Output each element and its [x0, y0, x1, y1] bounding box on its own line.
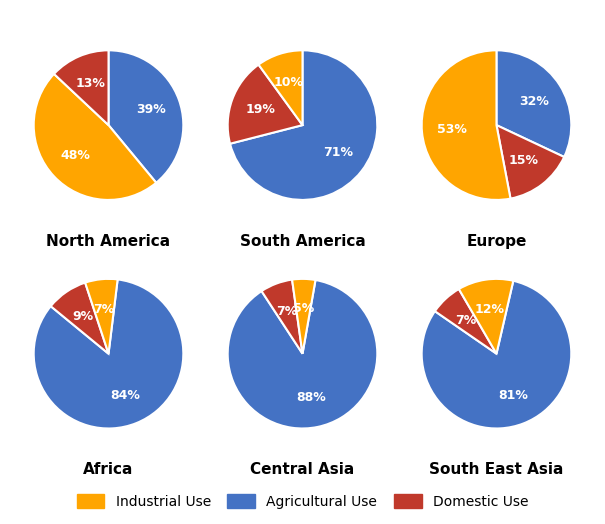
Wedge shape [497, 50, 571, 157]
Text: 12%: 12% [475, 303, 505, 316]
Wedge shape [422, 281, 571, 429]
Text: 71%: 71% [323, 146, 353, 159]
Text: 32%: 32% [520, 94, 549, 107]
Wedge shape [108, 50, 183, 183]
Wedge shape [258, 50, 302, 125]
Wedge shape [459, 279, 513, 354]
Text: 53%: 53% [437, 123, 466, 136]
Wedge shape [497, 125, 564, 199]
Text: 7%: 7% [456, 314, 477, 328]
Text: North America: North America [47, 234, 171, 248]
Wedge shape [85, 279, 117, 354]
Wedge shape [51, 282, 108, 354]
Text: 84%: 84% [110, 389, 140, 402]
Text: 48%: 48% [61, 149, 91, 162]
Text: 7%: 7% [94, 302, 115, 315]
Wedge shape [34, 279, 183, 429]
Text: Central Asia: Central Asia [250, 462, 355, 477]
Text: 5%: 5% [293, 302, 314, 315]
Wedge shape [227, 280, 378, 429]
Text: 9%: 9% [73, 310, 94, 323]
Text: 10%: 10% [273, 76, 304, 89]
Wedge shape [292, 279, 315, 354]
Text: South East Asia: South East Asia [430, 462, 564, 477]
Text: 7%: 7% [276, 305, 297, 318]
Wedge shape [230, 50, 378, 200]
Legend: Industrial Use, Agricultural Use, Domestic Use: Industrial Use, Agricultural Use, Domest… [71, 488, 534, 515]
Wedge shape [261, 280, 302, 354]
Wedge shape [227, 64, 302, 144]
Text: 13%: 13% [76, 78, 106, 91]
Text: 81%: 81% [498, 389, 528, 402]
Text: South America: South America [240, 234, 365, 248]
Text: 19%: 19% [245, 103, 275, 116]
Text: 88%: 88% [296, 391, 327, 404]
Text: Europe: Europe [466, 234, 527, 248]
Wedge shape [54, 50, 108, 125]
Text: Africa: Africa [83, 462, 134, 477]
Text: 15%: 15% [509, 154, 539, 167]
Wedge shape [34, 74, 156, 200]
Wedge shape [422, 50, 511, 200]
Text: 39%: 39% [136, 103, 166, 116]
Wedge shape [435, 289, 497, 354]
